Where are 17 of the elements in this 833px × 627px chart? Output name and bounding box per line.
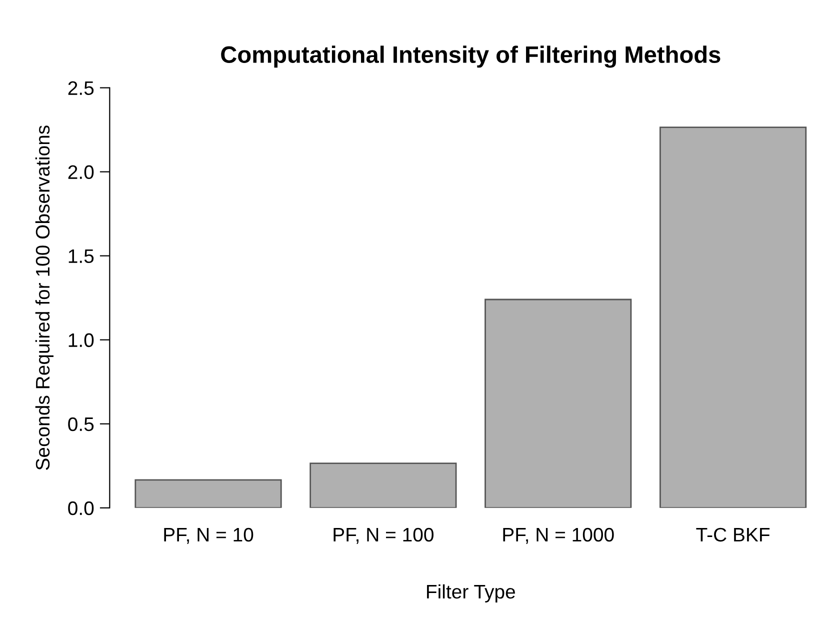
x-tick-label: T-C BKF: [696, 528, 770, 542]
y-tick-label: 2.0: [68, 165, 94, 180]
x-axis-title: Filter Type: [427, 584, 515, 602]
x-tick-label: PF, N = 100: [334, 528, 434, 544]
bar: [484, 298, 632, 508]
y-tick-label: 0.5: [68, 417, 94, 432]
y-axis-title: Seconds Required for 100 Observations: [35, 126, 54, 470]
y-tick-label: 1.5: [68, 249, 94, 264]
bar: [310, 462, 457, 508]
y-tick-label: 0.0: [68, 501, 94, 516]
y-tick-label: 2.5: [68, 81, 94, 96]
bar: [659, 126, 807, 508]
chart-title: Computational Intensity of Filtering Methods: [221, 46, 720, 68]
x-tick-label: PF, N = 10: [164, 528, 254, 544]
y-tick-label: 1.0: [68, 333, 94, 348]
bar: [134, 479, 282, 508]
x-tick-label: PF, N = 1000: [503, 528, 614, 544]
